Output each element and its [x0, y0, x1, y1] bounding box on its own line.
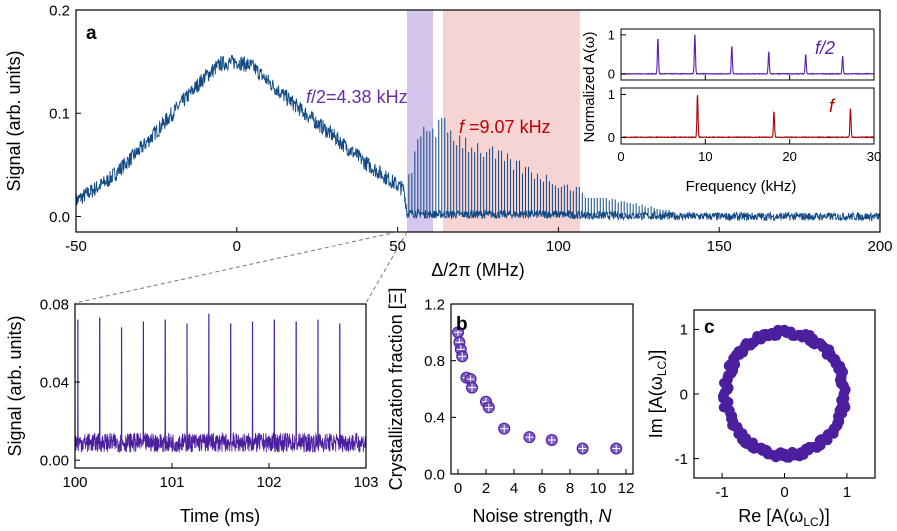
- panel-a-x-tick-label: 200: [867, 238, 892, 255]
- panel-zoom-y-tick-label: 0.08: [40, 296, 69, 313]
- panel-a-x-tick-label: 100: [546, 238, 571, 255]
- panel-label-c: c: [704, 317, 715, 338]
- panel-a-x-tick-label: -50: [65, 238, 87, 255]
- x-axis-label-a: Δ/2π (MHz): [431, 260, 524, 280]
- panel-b-x-tick-label: 0: [454, 480, 462, 497]
- panel-b-x-tick-label: 6: [538, 480, 546, 497]
- inset-y-axis-label: Normalized A(ω): [581, 32, 598, 143]
- inset-bottom-x-tick-label: 20: [782, 149, 796, 164]
- panel-zoom-ticks: 100 101 102 103 0.00 0.04 0.08: [40, 296, 379, 491]
- panel-zoom-data: [75, 313, 366, 454]
- inset-top-y-tick-label: 0: [608, 67, 615, 82]
- panel-b-data: [452, 326, 623, 455]
- panel-zoom-series-line: [75, 313, 366, 454]
- inset-top-y-tick-label: 1: [608, 27, 615, 42]
- x-axis-label-zoom: Time (ms): [180, 506, 260, 526]
- panel-b-ticks: 0 2 4 6 8 10 12 0.0 0.4 0.8 1.2: [424, 296, 634, 497]
- panel-b: 0 2 4 6 8 10 12 0.0 0.4 0.8 1.2 b Noise strength, …: [386, 288, 634, 526]
- shaded-region-half: [407, 10, 433, 232]
- panel-b-frame: [450, 303, 634, 475]
- annotation-frequency: f =9.07 kHz: [459, 117, 551, 137]
- panel-b-x-tick-label: 12: [618, 480, 635, 497]
- y-axis-label-zoom: Signal (arb. units): [5, 315, 25, 456]
- panel-a-y-tick-label: 0.0: [49, 209, 70, 226]
- panel-b-x-tick-label: 2: [482, 480, 490, 497]
- panel-a-x-tick-label: 0: [233, 238, 241, 255]
- panel-zoom-x-tick-label: 103: [353, 474, 378, 491]
- panel-a-x-tick-label: 150: [707, 238, 732, 255]
- annotation-half-frequency: f/2=4.38 kHz: [306, 87, 408, 107]
- panel-b-y-tick-label: 0.4: [424, 410, 445, 427]
- panel-a-series-line: [76, 55, 880, 222]
- x-axis-label-c: Re [A(ωLC)]: [738, 506, 829, 529]
- inset-label-half: f/2: [815, 38, 835, 58]
- panel-zoom-y-tick-label: 0.00: [40, 452, 69, 469]
- inset-x-axis-label: Frequency (kHz): [686, 178, 797, 195]
- panel-c-data: [717, 324, 851, 463]
- inset-bottom-y-tick-label: 0: [608, 130, 615, 145]
- inset-bottom-x-tick-label: 0: [617, 149, 624, 164]
- panel-a-x-tick-label: 50: [389, 238, 406, 255]
- panel-a-y-tick-label: 0.1: [49, 106, 70, 123]
- panel-zoom-x-tick-label: 102: [256, 474, 281, 491]
- panel-b-y-tick-label: 0.0: [424, 466, 445, 483]
- y-axis-label-c: Im [A(ωLC)]: [646, 350, 669, 438]
- panel-zoom-x-tick-label: 101: [159, 474, 184, 491]
- inset-bottom-x-tick-label: 30: [867, 149, 881, 164]
- inset-top-data: [621, 34, 874, 76]
- panel-label-b: b: [456, 314, 468, 335]
- inset-top-trace: [621, 34, 874, 76]
- panel-c-x-tick-label: 0: [780, 484, 788, 501]
- inset-bottom-data: [621, 94, 874, 139]
- inset-bottom-frame: [620, 87, 875, 145]
- panel-zoom-y-tick-label: 0.04: [40, 374, 69, 391]
- panel-b-y-tick-label: 1.2: [424, 296, 445, 313]
- panel-c-y-tick-label: -1: [675, 451, 688, 468]
- inset-label-f: f: [829, 96, 836, 116]
- inset-bottom-x-tick-label: 10: [698, 149, 712, 164]
- y-axis-label-a: Signal (arb. units): [4, 50, 24, 191]
- panel-b-x-tick-label: 10: [590, 480, 607, 497]
- panel-c-y-tick-label: 0: [680, 386, 688, 403]
- panel-b-y-tick-label: 0.8: [424, 353, 445, 370]
- panel-zoom-x-tick-label: 100: [62, 474, 87, 491]
- panel-c-x-tick-label: 1: [843, 484, 851, 501]
- x-axis-label-b: Noise strength, N: [472, 506, 612, 526]
- panel-b-x-tick-label: 8: [566, 480, 574, 497]
- ring-point: [838, 391, 849, 402]
- panel-a-y-tick-label: 0.2: [49, 2, 70, 19]
- panel-zoom-frame: [74, 303, 367, 469]
- panel-c-x-tick-label: -1: [715, 484, 728, 501]
- panel-c-ticks: -1 0 1 -1 0 1: [675, 322, 851, 501]
- inset-top-frame: [620, 28, 875, 81]
- y-axis-label-b: Crystallization fraction [Ξ]: [386, 288, 406, 491]
- inset-bottom-trace: [621, 94, 874, 139]
- panel-b-x-tick-label: 4: [510, 480, 518, 497]
- panel-c-y-tick-label: 1: [680, 322, 688, 339]
- panel-a-data: [76, 55, 880, 222]
- inset-bottom-y-tick-label: 1: [608, 87, 615, 102]
- panel-c: -1 0 1 -1 0 1 c Re [A(ωLC)] Im [A(ωLC)]: [646, 309, 876, 529]
- panel-zoom: 100 101 102 103 0.00 0.04 0.08 Time (ms) Signa…: [5, 296, 379, 526]
- inset-background: [585, 15, 876, 198]
- panel-label-a: a: [86, 23, 97, 44]
- zoom-connector-left: [74, 231, 398, 304]
- panel-a-frame: [75, 9, 881, 233]
